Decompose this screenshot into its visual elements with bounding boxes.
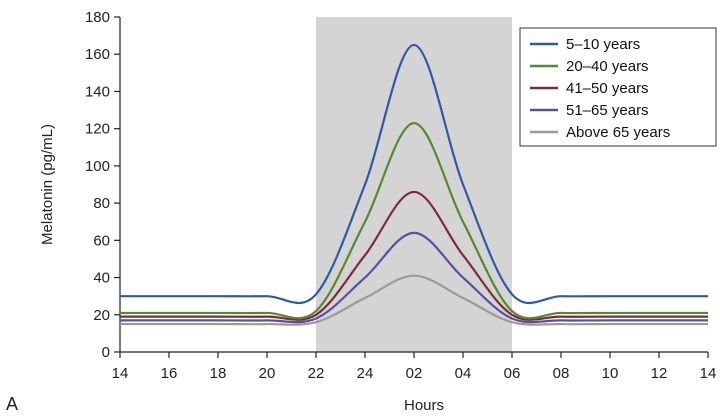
y-tick-label: 100 xyxy=(85,158,110,175)
y-tick-label: 140 xyxy=(85,83,110,100)
x-tick-label: 06 xyxy=(504,365,521,382)
series-line xyxy=(120,190,708,321)
x-tick-label: 20 xyxy=(259,365,276,382)
x-tick-label: 14 xyxy=(700,365,717,382)
legend-label: 20–40 years xyxy=(566,58,649,75)
series-lines xyxy=(119,43,708,326)
axes: 0 20 40 60 80 100 120 140 160 180 14 16 18 20 22 24 02 04… xyxy=(85,9,716,382)
series-line xyxy=(120,121,708,320)
y-tick-label: 60 xyxy=(93,232,110,249)
x-tick-label: 14 xyxy=(112,365,129,382)
x-tick-label: 02 xyxy=(406,365,423,382)
legend-label: 41–50 years xyxy=(566,80,649,97)
legend-label: 5–10 years xyxy=(566,36,640,53)
x-tick-label: 04 xyxy=(455,365,472,382)
y-axis-title: Melatonin (pg/mL) xyxy=(39,124,56,245)
x-tick-label: 18 xyxy=(210,365,227,382)
legend-label: 51–65 years xyxy=(566,102,649,119)
y-tick-label: 160 xyxy=(85,46,110,63)
legend-box xyxy=(519,27,717,147)
night-shaded-region xyxy=(316,17,512,352)
x-tick-label: 10 xyxy=(602,365,619,382)
panel-label: A xyxy=(6,394,18,414)
x-tick-label: 12 xyxy=(651,365,668,382)
series-line xyxy=(119,231,708,324)
legend-label: Above 65 years xyxy=(566,124,670,141)
y-tick-label: 40 xyxy=(93,270,110,287)
x-tick-label: 24 xyxy=(357,365,374,382)
y-tick-label: 120 xyxy=(85,121,110,138)
y-tick-label: 80 xyxy=(93,195,110,212)
x-tick-label: 08 xyxy=(553,365,570,382)
y-tick-label: 0 xyxy=(102,344,110,361)
series-line xyxy=(120,43,708,305)
x-tick-label: 16 xyxy=(161,365,178,382)
x-axis-title: Hours xyxy=(404,397,444,414)
y-tick-label: 180 xyxy=(85,9,110,26)
legend: 5–10 years 20–40 years 41–50 years 51–65 ye… xyxy=(519,27,717,147)
y-tick-label: 20 xyxy=(93,307,110,324)
series-line xyxy=(120,274,708,326)
x-tick-label: 22 xyxy=(308,365,325,382)
